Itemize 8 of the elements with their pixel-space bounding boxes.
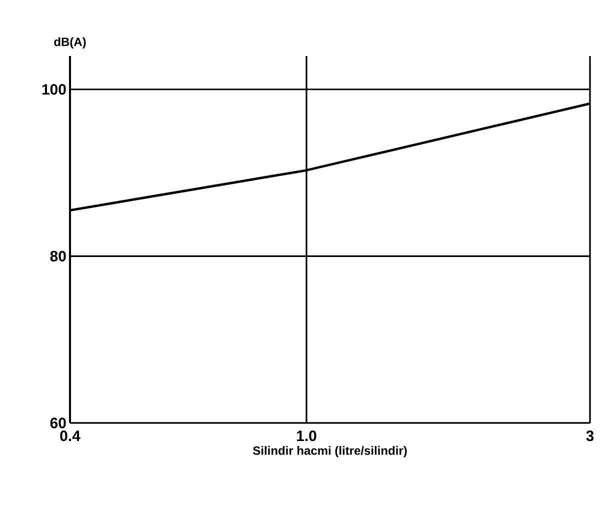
- x-tick-label: 1.0: [296, 430, 316, 442]
- y-tick-label: 80: [50, 250, 66, 262]
- x-axis-title: Silindir hacmi (litre/silindir): [252, 446, 407, 458]
- y-tick-label: 60: [50, 418, 66, 428]
- x-tick-label: 3: [586, 430, 594, 442]
- x-tick-label: 0.4: [60, 430, 80, 442]
- y-tick-label: 100: [42, 84, 66, 95]
- y-axis-title: dB(A): [54, 37, 86, 48]
